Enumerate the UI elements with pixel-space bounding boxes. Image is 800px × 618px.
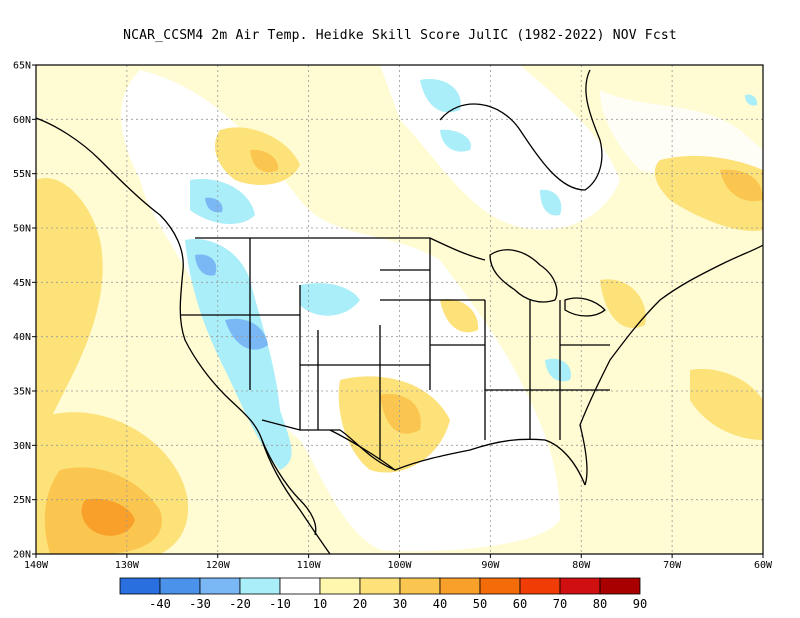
colorbar-label: 20	[353, 597, 367, 611]
x-tick-label: 60W	[754, 560, 773, 571]
x-tick-label: 100W	[387, 560, 412, 571]
colorbar-swatch	[239, 577, 281, 595]
x-tick-label: 130W	[115, 560, 140, 571]
y-tick-label: 35N	[13, 387, 31, 398]
colorbar-label: -30	[189, 597, 211, 611]
colorbar-swatch	[119, 577, 161, 595]
y-tick-label: 60N	[13, 115, 31, 126]
colorbar-swatch	[479, 577, 521, 595]
x-tick-label: 90W	[481, 560, 500, 571]
y-tick-label: 40N	[13, 332, 31, 343]
y-tick-label: 55N	[13, 169, 31, 180]
y-tick-label: 45N	[13, 278, 31, 289]
colorbar-label: 50	[473, 597, 487, 611]
colorbar-swatch	[359, 577, 401, 595]
x-tick-label: 120W	[206, 560, 231, 571]
colorbar-swatch	[319, 577, 361, 595]
y-tick-label: 30N	[13, 441, 31, 452]
y-tick-label: 20N	[13, 550, 31, 561]
colorbar-swatch	[439, 577, 481, 595]
latitude-axis: 20N 25N 30N 35N 40N 45N 50N 55N 60N 65N	[13, 61, 36, 561]
colorbar-label: 90	[633, 597, 647, 611]
longitude-axis: 140W 130W 120W 110W 100W 90W 80W 70W 60W	[24, 554, 773, 571]
colorbar-swatch	[279, 577, 321, 595]
colorbar-label: -40	[149, 597, 171, 611]
x-tick-label: 70W	[663, 560, 682, 571]
colorbar-label: -20	[229, 597, 251, 611]
coastlines-and-borders	[36, 69, 763, 554]
colorbar-label: 60	[513, 597, 527, 611]
colorbar-label: 80	[593, 597, 607, 611]
colorbar-label: 40	[433, 597, 447, 611]
chart-title: NCAR_CCSM4 2m Air Temp. Heidke Skill Sco…	[123, 28, 677, 43]
colorbar-swatch	[519, 577, 561, 595]
colorbar-swatch	[199, 577, 241, 595]
colorbar-label: 10	[313, 597, 327, 611]
y-tick-label: 65N	[13, 61, 31, 72]
colorbar: -40 -30 -20 -10 10 20 30 40 50 60 70 80 90	[119, 577, 647, 611]
colorbar-swatch	[159, 577, 201, 595]
colorbar-swatch	[399, 577, 441, 595]
x-tick-label: 110W	[297, 560, 322, 571]
x-tick-label: 80W	[572, 560, 591, 571]
colorbar-swatch	[559, 577, 601, 595]
y-tick-label: 25N	[13, 495, 31, 506]
colorbar-label: 70	[553, 597, 567, 611]
y-tick-label: 50N	[13, 224, 31, 235]
colorbar-label: -10	[269, 597, 291, 611]
map-gridlines	[36, 65, 763, 554]
colorbar-label: 30	[393, 597, 407, 611]
x-tick-label: 140W	[24, 560, 49, 571]
colorbar-swatch	[599, 577, 641, 595]
